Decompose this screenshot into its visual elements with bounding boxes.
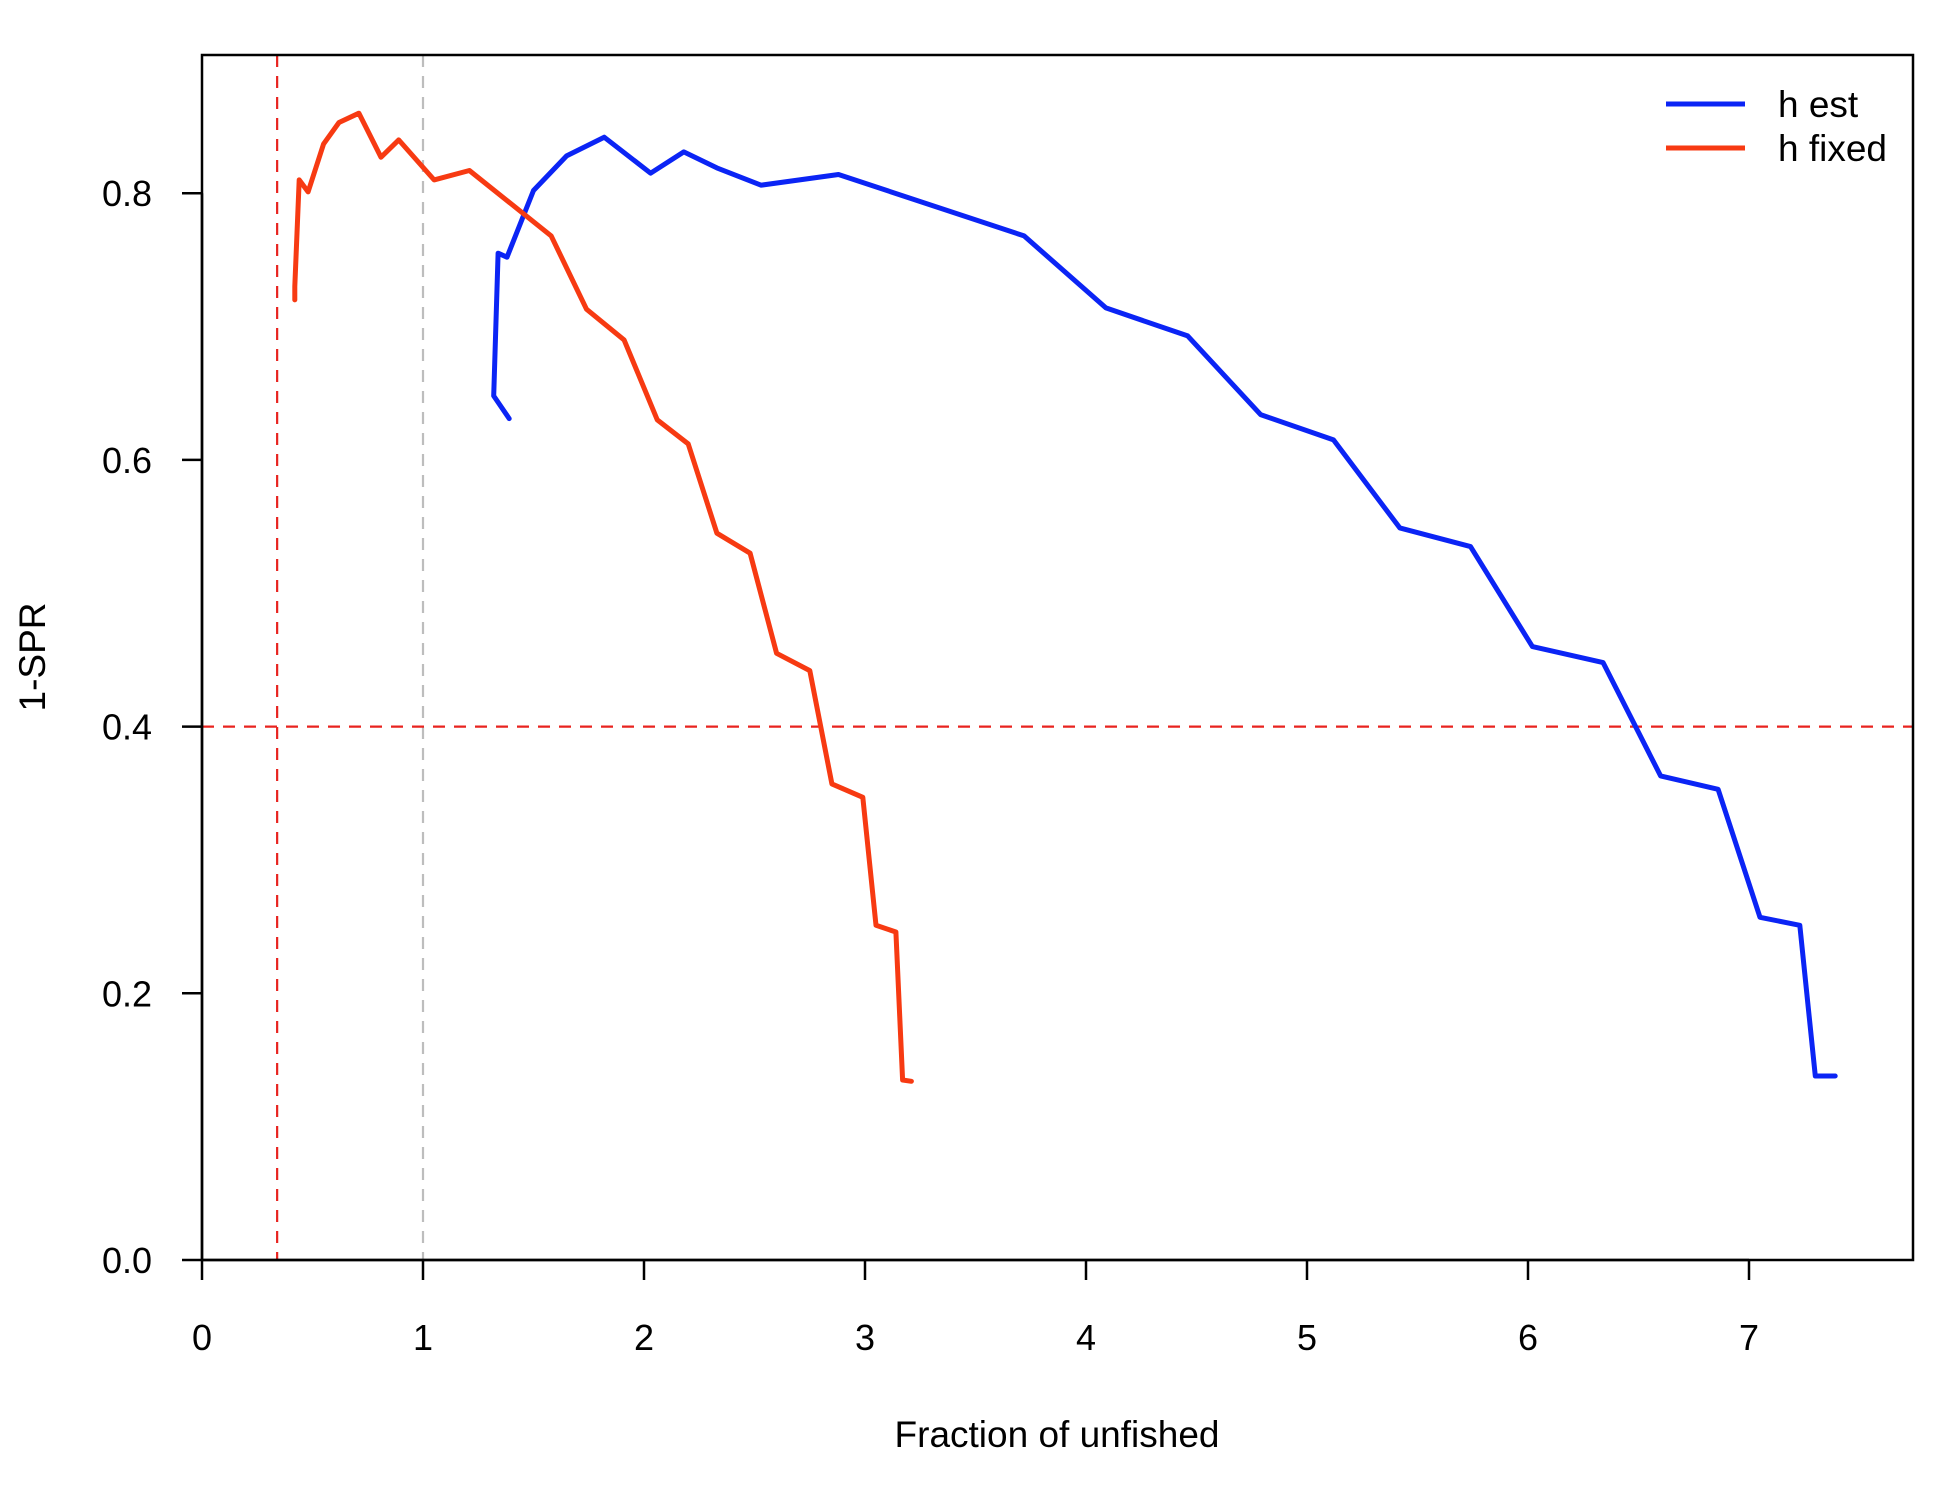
- x-axis: 0 1 2 3 4 5 6 7: [192, 1258, 1759, 1358]
- legend-label: h fixed: [1778, 128, 1887, 169]
- y-tick-label: 0.6: [102, 440, 152, 481]
- x-tick-label: 1: [413, 1317, 433, 1358]
- legend-label: h est: [1778, 84, 1859, 125]
- x-tick-label: 5: [1297, 1317, 1317, 1358]
- reference-lines: [202, 55, 1913, 1260]
- series-line-h-est: [491, 134, 1838, 1079]
- plot-frame: [200, 53, 1915, 1262]
- series-lines: [292, 110, 1838, 1084]
- x-tick-label: 0: [192, 1317, 212, 1358]
- x-tick-label: 6: [1518, 1317, 1538, 1358]
- y-tick-label: 0.8: [102, 173, 152, 214]
- y-tick-label: 0.0: [102, 1240, 152, 1281]
- x-tick-label: 2: [634, 1317, 654, 1358]
- x-tick-label: 4: [1076, 1317, 1096, 1358]
- x-tick-label: 3: [855, 1317, 875, 1358]
- series-line-h-fixed: [292, 110, 914, 1084]
- y-axis: 0.0 0.2 0.4 0.6 0.8: [102, 173, 204, 1281]
- x-axis-title: Fraction of unfished: [895, 1414, 1220, 1455]
- y-tick-label: 0.4: [102, 707, 152, 748]
- y-tick-label: 0.2: [102, 973, 152, 1014]
- x-tick-label: 7: [1739, 1317, 1759, 1358]
- y-axis-title: 1-SPR: [12, 603, 53, 712]
